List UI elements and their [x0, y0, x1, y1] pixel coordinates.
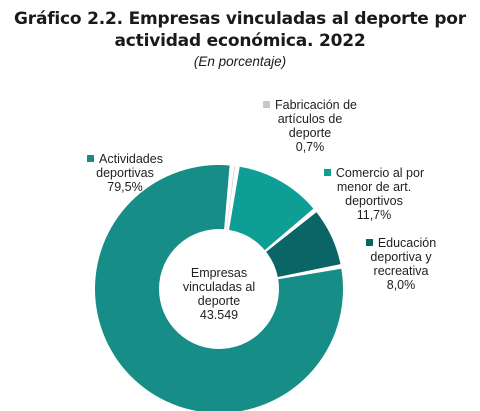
legend-swatch-comercio — [323, 169, 331, 176]
slice-name-line: menor de art. — [336, 180, 412, 194]
donut-slice-educacion — [266, 212, 341, 277]
chart-subtitle: (En porcentaje) — [193, 54, 287, 69]
donut-slice-comercio — [229, 166, 314, 251]
slice-label-comercio: Comercio al por menor de art. deportivos… — [312, 166, 436, 222]
slice-name-line: deportivos — [345, 194, 403, 208]
donut-slice-actividades-deportivas — [95, 165, 343, 411]
slice-label-educacion: Educación deportiva y recreativa 8,0% — [346, 236, 456, 292]
slice-value-label: 79,5% — [107, 180, 143, 194]
donut-center-label: Empresas vinculadas al deporte 43.549 — [164, 266, 274, 322]
slice-value-label: 11,7% — [356, 208, 392, 222]
slice-name-line: Educación — [377, 236, 437, 250]
slice-name-line: recreativa — [373, 264, 429, 278]
center-label-line-3: deporte — [197, 294, 241, 308]
slice-name-line: artículos de — [277, 112, 343, 126]
center-label-line-2: vinculadas al — [182, 280, 256, 294]
legend-swatch-educacion — [365, 239, 373, 246]
center-label-line-1: Empresas — [190, 266, 248, 280]
slice-name-line: deportivas — [96, 166, 154, 180]
legend-swatch-fabricacion — [263, 101, 270, 108]
center-label-total: 43.549 — [199, 308, 239, 322]
slice-name-line: Actividades — [99, 152, 163, 166]
slice-name-line: Comercio al por — [335, 166, 425, 180]
donut-slice-fabricacion — [226, 165, 236, 230]
chart-title-line-1: Gráfico 2.2. Empresas vinculadas al depo… — [14, 9, 466, 29]
slice-label-actividades-deportivas: Actividades deportivas 79,5% — [70, 152, 180, 194]
slice-value-label: 8,0% — [386, 278, 416, 292]
slice-label-fabricacion: Fabricación de artículos de deporte 0,7% — [250, 98, 370, 154]
slice-name-line: deportiva y — [370, 250, 432, 264]
slice-value-label: 0,7% — [295, 140, 325, 154]
legend-swatch-actividades-deportivas — [87, 155, 95, 162]
slice-name-line: deporte — [288, 126, 332, 140]
slice-name-line: Fabricación de — [275, 98, 357, 112]
chart-header: Gráfico 2.2. Empresas vinculadas al depo… — [0, 8, 480, 71]
chart-title-line-2: actividad económica. 2022 — [114, 31, 366, 51]
